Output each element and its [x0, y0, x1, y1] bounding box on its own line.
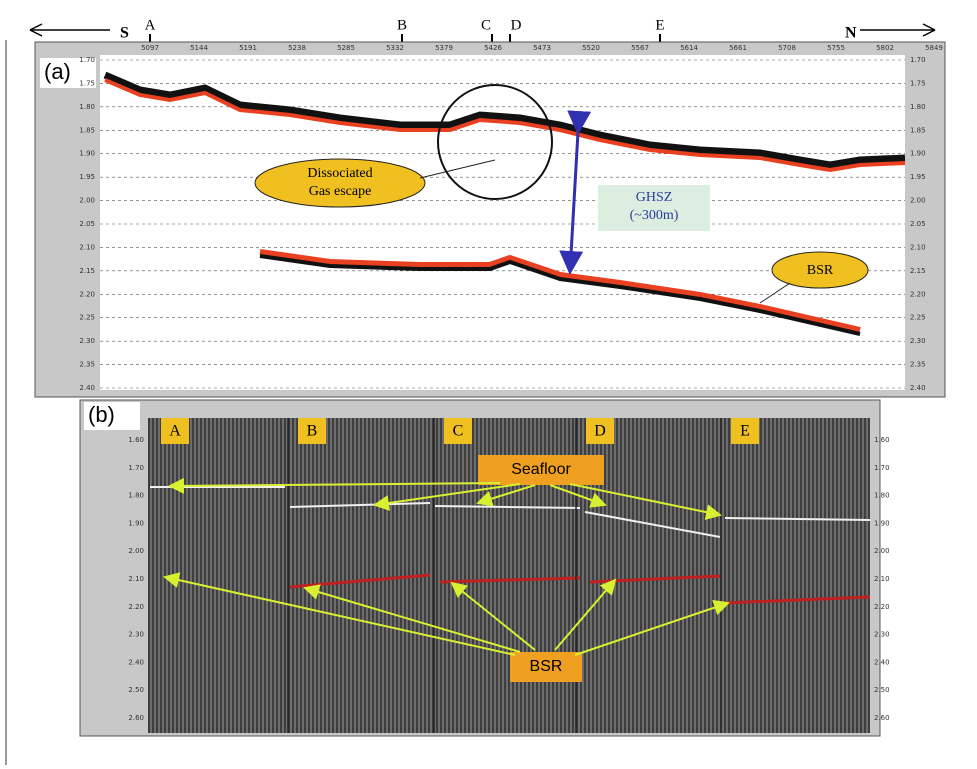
- time-tick-label: 2.10: [910, 243, 926, 251]
- trace-label: 5614: [680, 44, 698, 52]
- time-tick-label: 2.10: [79, 243, 95, 251]
- trace-label: 5849: [925, 44, 943, 52]
- trace-label: 5520: [582, 44, 600, 52]
- time-tick-label: 2.40: [874, 658, 890, 666]
- time-tick-label: 1.80: [874, 492, 890, 500]
- trace-label: 5426: [484, 44, 502, 52]
- time-tick-label: 2.35: [79, 361, 95, 369]
- time-tick-label: 2.20: [874, 603, 890, 611]
- time-tick-label: 1.95: [79, 173, 95, 181]
- time-tick-label: 1.70: [874, 464, 890, 472]
- time-tick-label: 1.95: [910, 173, 926, 181]
- time-tick-label: 1.90: [874, 519, 890, 527]
- south-label: S: [120, 25, 129, 42]
- time-tick-label: 2.35: [910, 361, 926, 369]
- time-tick-label: 2.10: [128, 575, 144, 583]
- time-tick-label: 2.60: [128, 714, 144, 722]
- time-tick-label: 2.00: [910, 197, 926, 205]
- section-label: B: [307, 423, 318, 440]
- trace-label: 5097: [141, 44, 159, 52]
- time-tick-label: 2.30: [874, 631, 890, 639]
- page: S N A B C D E (a) 5097 5144 5191 5238 5285 5332 53…: [0, 0, 977, 769]
- bsr-label-b: BSR: [530, 658, 563, 675]
- marker-label: E: [655, 17, 664, 33]
- time-tick-label: 2.20: [128, 603, 144, 611]
- time-tick-label: 2.30: [128, 631, 144, 639]
- time-tick-label: 2.40: [910, 384, 926, 392]
- panel-a-section: [100, 55, 905, 390]
- trace-label: 5285: [337, 44, 355, 52]
- trace-label: 5755: [827, 44, 845, 52]
- ghsz-label: (~300m): [630, 208, 679, 223]
- time-tick-label: 1.60: [128, 436, 144, 444]
- trace-label: 5473: [533, 44, 551, 52]
- time-tick-label: 2.05: [910, 220, 926, 228]
- time-tick-label: 2.30: [79, 337, 95, 345]
- seafloor-label: Seafloor: [511, 461, 571, 478]
- time-tick-label: 1.85: [79, 126, 95, 134]
- time-tick-label: 2.20: [910, 290, 926, 298]
- panel-a-label: (a): [44, 59, 71, 84]
- time-tick-label: 2.00: [874, 547, 890, 555]
- time-tick-label: 2.40: [79, 384, 95, 392]
- time-tick-label: 2.10: [874, 575, 890, 583]
- ghsz-label: GHSZ: [636, 190, 673, 205]
- time-tick-label: 2.50: [874, 686, 890, 694]
- time-tick-label: 2.30: [910, 337, 926, 345]
- time-tick-label: 2.60: [874, 714, 890, 722]
- marker-label: D: [511, 17, 522, 33]
- time-tick-label: 2.00: [128, 547, 144, 555]
- marker-label: B: [397, 17, 407, 33]
- north-label: N: [845, 25, 857, 42]
- time-tick-label: 1.90: [910, 150, 926, 158]
- time-tick-label: 1.75: [910, 79, 926, 87]
- time-tick-label: 2.15: [79, 267, 95, 275]
- time-tick-label: 1.80: [910, 103, 926, 111]
- time-tick-label: 1.60: [874, 436, 890, 444]
- trace-label: 5332: [386, 44, 404, 52]
- bsr-label: BSR: [807, 263, 834, 278]
- trace-label: 5238: [288, 44, 306, 52]
- section-label: E: [740, 423, 750, 440]
- time-tick-label: 2.25: [79, 314, 95, 322]
- trace-label: 5802: [876, 44, 894, 52]
- time-tick-label: 1.70: [79, 56, 95, 64]
- marker-label: A: [145, 17, 156, 33]
- time-tick-label: 2.20: [79, 290, 95, 298]
- section-label: A: [169, 423, 181, 440]
- trace-label: 5191: [239, 44, 257, 52]
- time-tick-label: 1.80: [79, 103, 95, 111]
- time-tick-label: 1.90: [79, 150, 95, 158]
- time-tick-label: 1.85: [910, 126, 926, 134]
- trace-label: 5144: [190, 44, 208, 52]
- time-tick-label: 2.50: [128, 686, 144, 694]
- gas-label: Dissociated: [307, 166, 372, 181]
- trace-label: 5379: [435, 44, 453, 52]
- time-tick-label: 2.15: [910, 267, 926, 275]
- marker-label: C: [481, 17, 491, 33]
- time-tick-label: 2.00: [79, 197, 95, 205]
- panel-b-label: (b): [88, 402, 115, 427]
- time-tick-label: 1.90: [128, 519, 144, 527]
- section-label: C: [453, 423, 464, 440]
- trace-label: 5567: [631, 44, 649, 52]
- trace-label: 5708: [778, 44, 796, 52]
- time-tick-label: 2.05: [79, 220, 95, 228]
- gas-label: Gas escape: [309, 184, 372, 199]
- time-tick-label: 1.70: [128, 464, 144, 472]
- time-tick-label: 1.70: [910, 56, 926, 64]
- figure: S N A B C D E (a) 5097 5144 5191 5238 5285 5332 53…: [0, 0, 977, 769]
- time-tick-label: 1.75: [79, 79, 95, 87]
- trace-label: 5661: [729, 44, 747, 52]
- time-tick-label: 2.25: [910, 314, 926, 322]
- time-tick-label: 2.40: [128, 658, 144, 666]
- section-label: D: [594, 423, 606, 440]
- time-tick-label: 1.80: [128, 492, 144, 500]
